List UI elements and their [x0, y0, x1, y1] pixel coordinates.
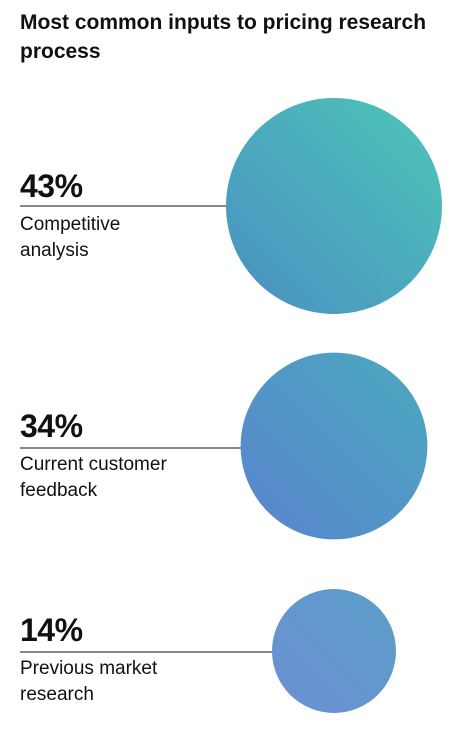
bubble: [240, 352, 428, 540]
bubble: [226, 98, 442, 314]
percent-value: 14%: [20, 612, 83, 648]
bubble: [272, 589, 396, 713]
item-previous-market-research: 14% Previous market research: [20, 612, 440, 708]
chart-title: Most common inputs to pricing research p…: [20, 11, 427, 63]
item-label: Competitive analysis: [20, 214, 121, 261]
percent-value: 43%: [20, 168, 83, 204]
item-label: Current customer feedback: [20, 454, 167, 501]
item-competitive-analysis: 43% Competitive analysis: [20, 168, 440, 264]
item-label: Previous market research: [20, 658, 158, 705]
item-current-customer-feedback: 34% Current customer feedback: [20, 408, 440, 504]
percent-value: 34%: [20, 408, 83, 444]
